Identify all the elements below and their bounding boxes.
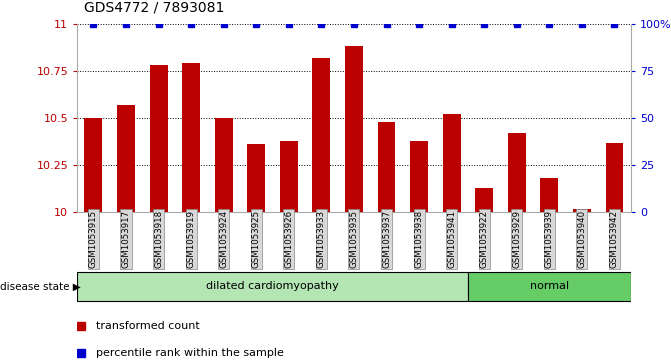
- Text: GSM1053925: GSM1053925: [252, 210, 261, 268]
- Text: GSM1053942: GSM1053942: [610, 210, 619, 268]
- Bar: [117, 105, 135, 212]
- Text: GSM1053938: GSM1053938: [415, 210, 423, 268]
- Text: disease state ▶: disease state ▶: [0, 282, 81, 292]
- Text: GSM1053937: GSM1053937: [382, 210, 391, 268]
- Text: GDS4772 / 7893081: GDS4772 / 7893081: [84, 0, 224, 15]
- Text: GSM1053926: GSM1053926: [285, 210, 293, 268]
- Text: normal: normal: [530, 281, 569, 291]
- Text: GSM1053939: GSM1053939: [545, 211, 554, 268]
- Text: GSM1053935: GSM1053935: [350, 210, 358, 268]
- Text: GSM1053919: GSM1053919: [187, 211, 196, 268]
- Bar: [150, 65, 168, 212]
- Text: GSM1053915: GSM1053915: [89, 210, 98, 268]
- Bar: [468, 272, 631, 301]
- Bar: [378, 122, 395, 212]
- Text: dilated cardiomyopathy: dilated cardiomyopathy: [206, 281, 339, 291]
- Bar: [248, 144, 265, 212]
- Bar: [443, 114, 460, 212]
- Text: GSM1053917: GSM1053917: [121, 210, 131, 268]
- Bar: [540, 178, 558, 212]
- Bar: [475, 188, 493, 212]
- Bar: [313, 58, 330, 212]
- Text: GSM1053941: GSM1053941: [447, 210, 456, 268]
- Bar: [77, 272, 468, 301]
- Text: percentile rank within the sample: percentile rank within the sample: [96, 348, 283, 358]
- Text: GSM1053940: GSM1053940: [577, 210, 586, 268]
- Bar: [280, 140, 298, 212]
- Bar: [85, 118, 103, 212]
- Text: GSM1053918: GSM1053918: [154, 210, 163, 268]
- Bar: [215, 118, 233, 212]
- Bar: [183, 63, 200, 212]
- Text: GSM1053933: GSM1053933: [317, 210, 326, 268]
- Bar: [345, 46, 363, 212]
- Text: GSM1053924: GSM1053924: [219, 210, 228, 268]
- Text: GSM1053929: GSM1053929: [512, 211, 521, 268]
- Text: GSM1053922: GSM1053922: [480, 210, 488, 268]
- Bar: [508, 133, 525, 212]
- Text: transformed count: transformed count: [96, 321, 199, 331]
- Bar: [605, 143, 623, 212]
- Bar: [573, 209, 591, 212]
- Bar: [410, 140, 428, 212]
